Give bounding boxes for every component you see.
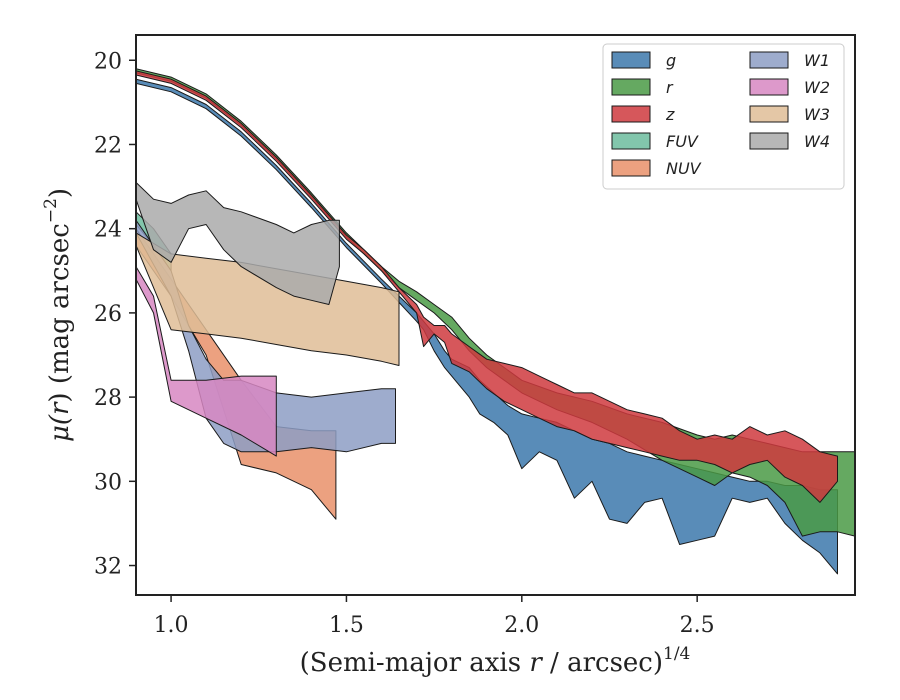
legend-label-w2: W2 bbox=[804, 78, 830, 97]
legend-label-g: g bbox=[666, 51, 676, 70]
legend-swatch-w1 bbox=[749, 51, 789, 69]
legend-label-w1: W1 bbox=[804, 51, 830, 70]
band-r bbox=[136, 68, 855, 537]
band-w2 bbox=[136, 266, 277, 457]
band-z bbox=[136, 70, 838, 503]
x-tick-label: 2.0 bbox=[504, 613, 539, 638]
legend-label-nuv: NUV bbox=[666, 159, 702, 178]
y-tick-label: 30 bbox=[94, 470, 122, 495]
x-tick-label: 1.0 bbox=[154, 613, 189, 638]
band-g bbox=[136, 78, 838, 575]
legend-swatch-w3 bbox=[749, 105, 789, 123]
legend-swatch-fuv bbox=[611, 132, 651, 150]
legend-swatch-z bbox=[611, 105, 651, 123]
legend: grz FUV NUV W1 W2 W3 W4 bbox=[602, 43, 845, 190]
y-tick-label: 32 bbox=[94, 555, 122, 580]
legend-swatch-w4 bbox=[749, 132, 789, 150]
legend-swatch-nuv bbox=[611, 159, 651, 177]
data-bands bbox=[136, 68, 855, 575]
plot-frame bbox=[135, 34, 856, 596]
y-axis-ticks: 20 22 24 26 28 30 32 bbox=[94, 49, 136, 580]
x-tick-label: 1.5 bbox=[329, 613, 364, 638]
legend-label-w3: W3 bbox=[804, 105, 830, 124]
y-axis-label: μ(r) (mag arcsec−2) bbox=[41, 188, 75, 442]
legend-label-r: r bbox=[666, 78, 674, 97]
legend-swatch-r bbox=[611, 78, 651, 96]
x-axis-ticks: 1.0 1.5 2.0 2.5 bbox=[154, 595, 715, 638]
x-tick-label: 2.5 bbox=[680, 613, 715, 638]
legend-label-w4: W4 bbox=[804, 132, 830, 151]
legend-label-fuv: FUV bbox=[666, 132, 699, 151]
legend-swatch-g bbox=[611, 51, 651, 69]
y-tick-label: 26 bbox=[94, 302, 122, 327]
legend-swatch-w2 bbox=[749, 78, 789, 96]
y-tick-label: 24 bbox=[94, 218, 122, 243]
y-tick-label: 28 bbox=[94, 386, 122, 411]
x-axis-label: (Semi-major axis r / arcsec)1/4 bbox=[300, 644, 691, 678]
y-tick-label: 20 bbox=[94, 49, 122, 74]
y-tick-label: 22 bbox=[94, 133, 122, 158]
legend-label-z: z bbox=[665, 105, 675, 124]
band-w4 bbox=[136, 181, 340, 305]
